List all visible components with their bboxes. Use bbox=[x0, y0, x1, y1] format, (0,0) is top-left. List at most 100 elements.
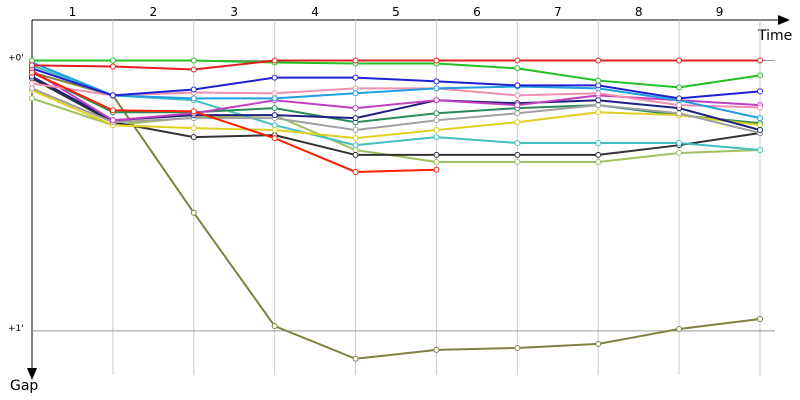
data-point bbox=[595, 90, 602, 97]
data-point bbox=[514, 119, 521, 126]
y-axis-title: Gap bbox=[10, 378, 38, 394]
data-point bbox=[190, 95, 197, 102]
data-point bbox=[271, 112, 278, 119]
data-point bbox=[352, 147, 359, 154]
series-line bbox=[31, 87, 761, 134]
data-point bbox=[514, 158, 521, 165]
data-point bbox=[595, 151, 602, 158]
data-point bbox=[676, 102, 683, 109]
data-point bbox=[271, 95, 278, 102]
data-point bbox=[676, 326, 683, 333]
series-line bbox=[31, 97, 761, 163]
data-point bbox=[109, 63, 116, 70]
data-point bbox=[757, 147, 763, 154]
data-point bbox=[757, 72, 763, 79]
y-tick-label: +1' bbox=[8, 324, 24, 334]
data-point bbox=[595, 340, 602, 347]
data-point bbox=[352, 168, 359, 175]
data-point bbox=[190, 108, 197, 115]
data-point bbox=[514, 57, 521, 64]
data-point bbox=[514, 151, 521, 158]
lap-label: 8 bbox=[635, 5, 643, 19]
data-point bbox=[676, 140, 683, 147]
y-tick-label: +0' bbox=[8, 54, 24, 64]
data-point bbox=[352, 105, 359, 112]
data-point bbox=[514, 102, 521, 109]
series-line bbox=[31, 61, 761, 120]
data-point bbox=[271, 57, 278, 64]
data-point bbox=[514, 344, 521, 351]
lap-label: 5 bbox=[392, 5, 400, 19]
lap-label: 2 bbox=[150, 5, 158, 19]
data-point bbox=[514, 140, 521, 147]
data-point bbox=[433, 97, 440, 104]
data-point bbox=[190, 134, 197, 141]
data-point bbox=[352, 127, 359, 134]
series-line bbox=[32, 59, 761, 89]
series-line bbox=[31, 69, 761, 122]
data-point bbox=[190, 86, 197, 93]
data-point bbox=[757, 57, 763, 64]
data-point bbox=[676, 84, 683, 91]
data-point bbox=[433, 57, 440, 64]
lap-label: 1 bbox=[69, 5, 77, 19]
data-point bbox=[676, 57, 683, 64]
data-point bbox=[433, 78, 440, 85]
data-point bbox=[109, 117, 116, 124]
series-line bbox=[31, 89, 761, 140]
data-point bbox=[433, 85, 440, 92]
y-axis-arrow bbox=[27, 368, 37, 380]
data-point bbox=[29, 85, 35, 92]
data-point bbox=[352, 85, 359, 92]
data-point bbox=[352, 115, 359, 122]
data-point bbox=[595, 140, 602, 147]
data-point bbox=[271, 323, 278, 330]
data-point bbox=[595, 158, 602, 165]
data-point bbox=[514, 92, 521, 99]
data-point bbox=[757, 122, 763, 129]
data-point bbox=[352, 142, 359, 149]
data-point bbox=[271, 135, 278, 142]
data-point bbox=[757, 104, 763, 111]
data-point bbox=[433, 151, 440, 158]
data-point bbox=[433, 110, 440, 117]
data-point bbox=[514, 82, 521, 89]
data-point bbox=[433, 166, 440, 173]
data-point bbox=[433, 158, 440, 165]
data-point bbox=[676, 110, 683, 117]
data-point bbox=[433, 117, 440, 124]
x-axis-arrow bbox=[778, 15, 790, 25]
data-point bbox=[29, 95, 35, 102]
series-line bbox=[31, 71, 761, 360]
data-point bbox=[29, 80, 35, 87]
data-point bbox=[29, 69, 35, 76]
data-point bbox=[352, 57, 359, 64]
data-point bbox=[271, 90, 278, 97]
data-point bbox=[352, 151, 359, 158]
data-point bbox=[676, 95, 683, 102]
data-point bbox=[595, 82, 602, 89]
data-point bbox=[595, 57, 602, 64]
data-point bbox=[29, 57, 35, 64]
data-point bbox=[514, 110, 521, 117]
data-point bbox=[514, 65, 521, 72]
data-point bbox=[595, 102, 602, 109]
data-point bbox=[595, 97, 602, 104]
data-point bbox=[352, 135, 359, 142]
data-point bbox=[190, 57, 197, 64]
data-point bbox=[190, 125, 197, 132]
series-line bbox=[31, 77, 761, 156]
data-point bbox=[352, 74, 359, 81]
data-point bbox=[271, 122, 278, 129]
data-point bbox=[433, 346, 440, 353]
data-point bbox=[433, 127, 440, 134]
data-point bbox=[271, 127, 278, 134]
lap-label: 4 bbox=[311, 5, 319, 19]
data-point bbox=[595, 109, 602, 116]
lap-label: 9 bbox=[716, 5, 724, 19]
lap-label: 6 bbox=[473, 5, 481, 19]
series-line bbox=[31, 71, 437, 173]
data-point bbox=[757, 127, 763, 134]
lap-label: 7 bbox=[554, 5, 562, 19]
